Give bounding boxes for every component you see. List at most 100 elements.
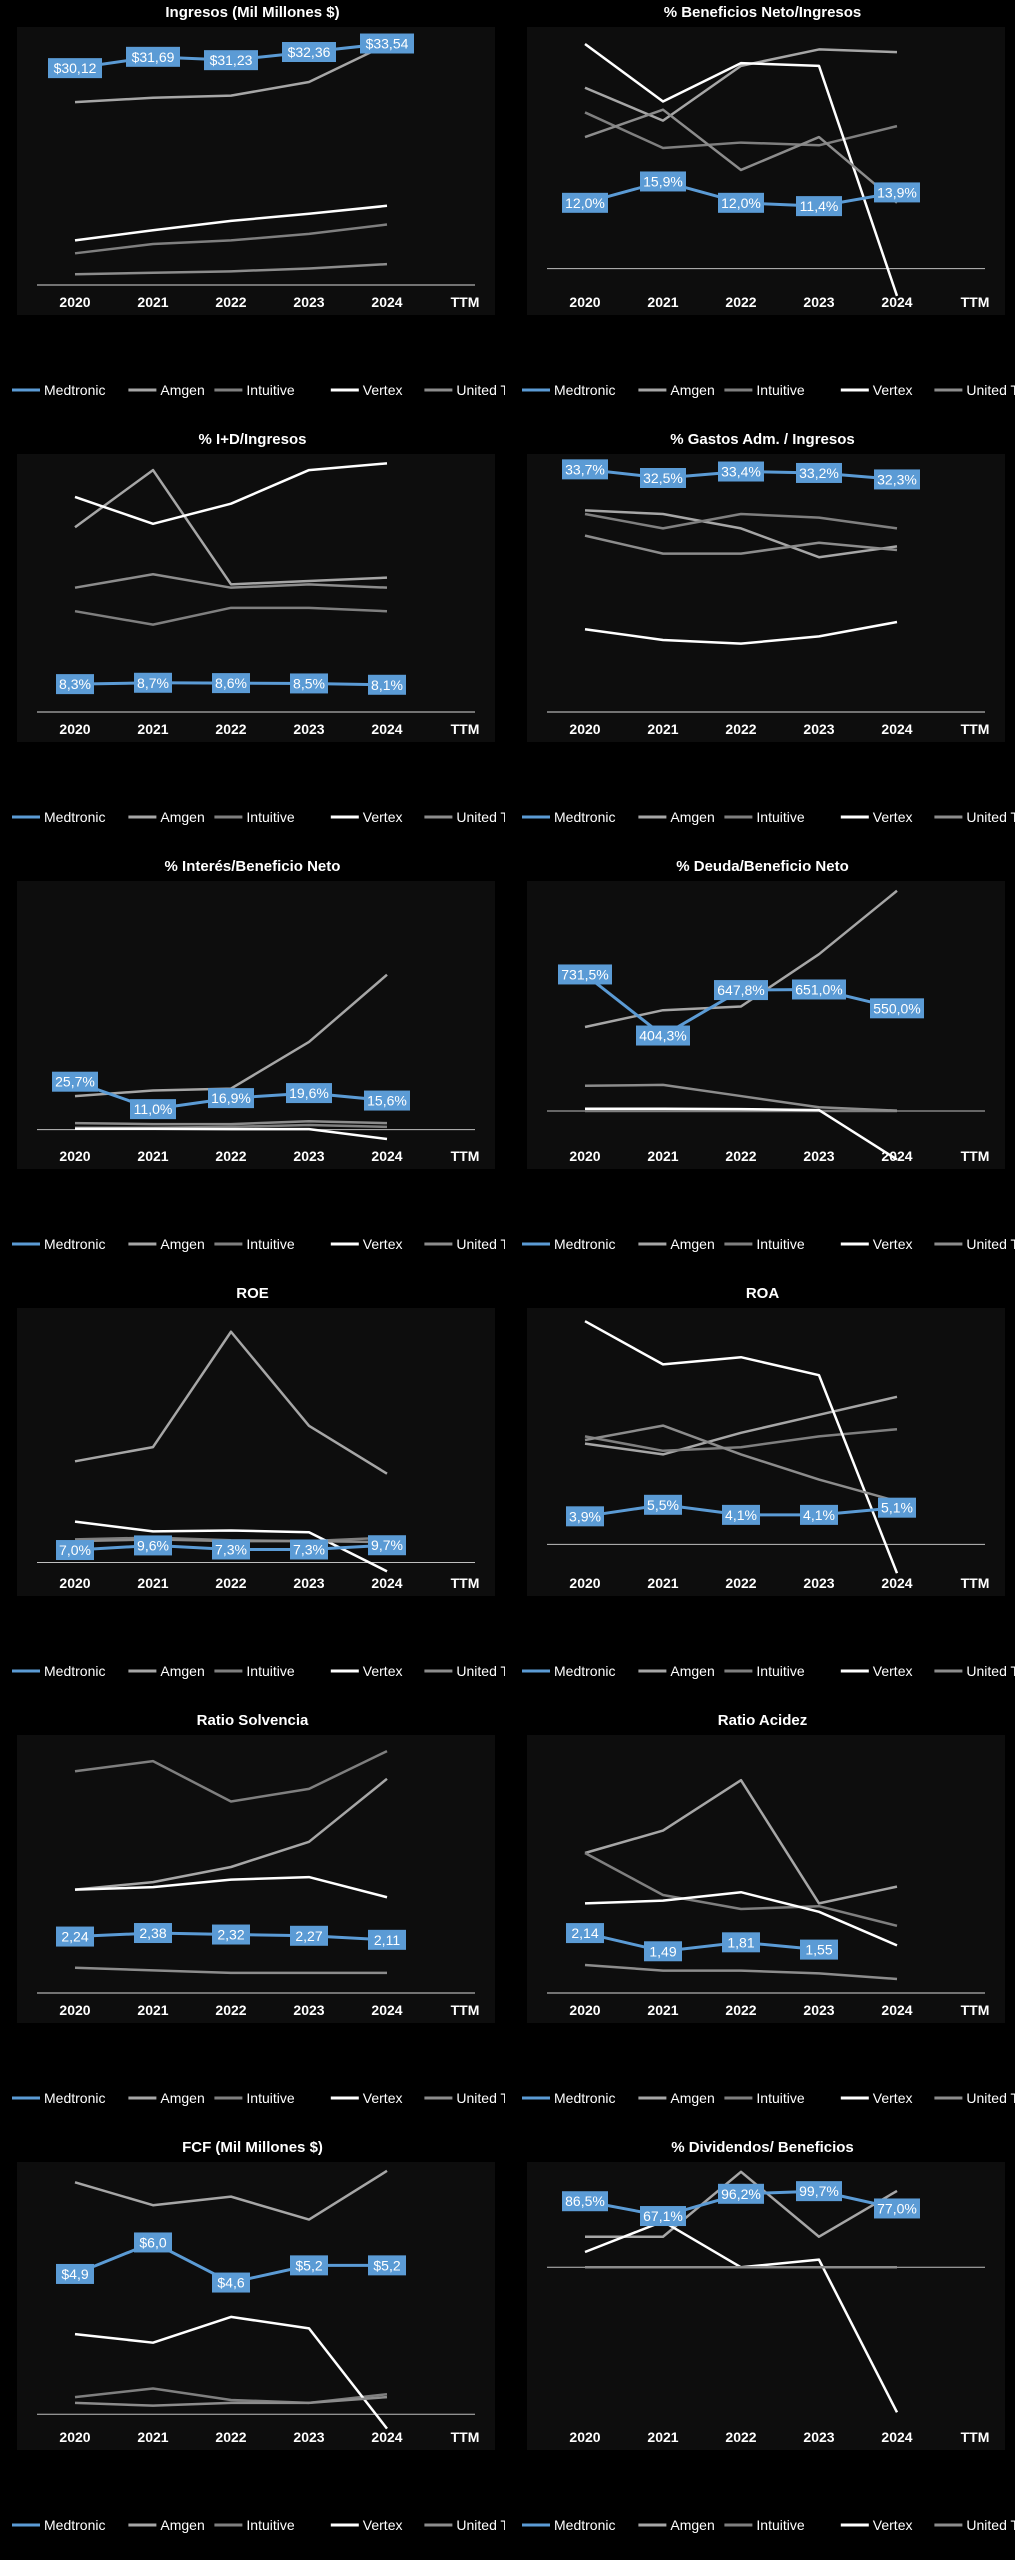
data-label: 8,5% [293, 675, 325, 691]
data-label-box [714, 980, 768, 1001]
chart-title: Ratio Solvencia [197, 1712, 309, 1729]
series-line-intuitive [584, 1427, 898, 1453]
data-label: $33,54 [366, 36, 409, 52]
x-tick-label: 2023 [293, 1575, 324, 1591]
x-tick-label: 2020 [569, 2429, 600, 2445]
legend-label: Vertex [873, 1236, 913, 1252]
legend-label: United T [456, 382, 505, 398]
data-label-box [566, 1506, 604, 1527]
x-tick-label: TTM [451, 294, 480, 310]
data-label: 3,9% [569, 1508, 601, 1524]
data-label-box [282, 42, 336, 63]
data-label-box [204, 50, 258, 71]
series-line-amgen [585, 2170, 898, 2238]
x-tick-label: 2021 [647, 1575, 678, 1591]
chart-title: Ingresos (Mil Millones $) [165, 4, 339, 21]
x-tick-label: 2023 [803, 1148, 834, 1164]
legend-label: Vertex [873, 1663, 913, 1679]
legend-label: United T [966, 1236, 1015, 1252]
data-label-box [212, 673, 250, 694]
x-tick-label: 2024 [371, 1148, 402, 1164]
chart-panel: % Beneficios Neto/Ingresos 2020 2021 2022 20… [510, 0, 1015, 425]
data-label: 4,1% [725, 1507, 757, 1523]
data-label: 7,3% [215, 1541, 247, 1557]
data-label-box [130, 1099, 176, 1120]
x-tick-label: TTM [451, 2429, 480, 2445]
chart-svg: % Beneficios Neto/Ingresos 2020 2021 2022 20… [522, 4, 1015, 398]
data-label: 15,6% [367, 1093, 407, 1109]
chart-title: % Gastos Adm. / Ingresos [670, 431, 855, 448]
data-label: 2,24 [61, 1929, 88, 1945]
chart-svg: ROE 2020 2021 2022 2023 2024 TTM 7,0% 9,6% 7,3% 7,… [12, 1285, 505, 1679]
series-line-united-t [74, 262, 388, 276]
chart-svg: % Gastos Adm. / Ingresos 2020 2021 2022 2023… [522, 431, 1015, 825]
data-label-box [134, 2232, 172, 2253]
x-tick-label: 2022 [215, 1575, 246, 1591]
x-tick-label: TTM [961, 2429, 990, 2445]
x-tick-label: 2023 [293, 1148, 324, 1164]
x-tick-label: 2020 [59, 1148, 90, 1164]
legend-label: United T [966, 809, 1015, 825]
x-tick-label: 2021 [647, 294, 678, 310]
data-label-box [368, 1929, 406, 1950]
legend-label: Amgen [160, 1236, 204, 1252]
data-label: $4,6 [217, 2275, 244, 2291]
legend-label: Medtronic [554, 2517, 615, 2533]
legend-label: Intuitive [246, 809, 294, 825]
data-label: 9,7% [371, 1537, 403, 1553]
x-tick-label: TTM [451, 1575, 480, 1591]
x-tick-label: 2020 [59, 2002, 90, 2018]
chart-panel: Ratio Solvencia 2020 2021 2022 2023 2024 TTM 2,… [0, 1708, 505, 2133]
plot-area [527, 1308, 1005, 1596]
data-label-box [718, 461, 764, 482]
data-label-box [134, 1923, 172, 1944]
data-label-box [52, 1071, 98, 1092]
data-label-box [796, 2181, 842, 2202]
data-label: 7,0% [59, 1542, 91, 1558]
data-label-box [134, 672, 172, 693]
series-line-amgen [74, 468, 388, 586]
chart-panel: Ratio Acidez 2020 2021 2022 2023 2024 TTM 2,14 1… [510, 1708, 1015, 2133]
chart-svg: % Dividendos/ Beneficios 2020 2021 2022 2023… [522, 2139, 1015, 2533]
x-tick-label: 2024 [371, 2002, 402, 2018]
legend-label: Amgen [160, 1663, 204, 1679]
legend-label: Intuitive [246, 2517, 294, 2533]
chart-svg: % I+D/Ingresos 2020 2021 2022 2023 2024 TTM 8,3… [12, 431, 505, 825]
data-label-box [364, 1090, 410, 1111]
data-label-box [566, 1923, 604, 1944]
data-label: 5,5% [647, 1497, 679, 1513]
data-label-box [126, 46, 180, 67]
x-tick-label: 2024 [371, 721, 402, 737]
series-line-united-t [584, 1083, 898, 1112]
series-line-vertex [74, 2315, 388, 2430]
chart-panel: FCF (Mil Millones $) 2020 2021 2022 2023 2024… [0, 2135, 505, 2560]
series-line-united-t [584, 108, 898, 204]
chart-title: % Interés/Beneficio Neto [165, 858, 341, 875]
x-tick-label: 2023 [803, 2002, 834, 2018]
data-label: 33,2% [799, 465, 839, 481]
data-label: $4,9 [61, 2266, 88, 2282]
data-label: 13,9% [877, 184, 917, 200]
legend-label: Medtronic [44, 2090, 105, 2106]
x-tick-label: 2020 [569, 2002, 600, 2018]
x-tick-label: 2024 [881, 721, 912, 737]
data-label: 2,11 [374, 1932, 400, 1948]
x-tick-label: 2023 [293, 294, 324, 310]
chart-title: ROA [746, 1285, 780, 1302]
x-tick-label: TTM [961, 721, 990, 737]
legend-label: United T [966, 2517, 1015, 2533]
legend-label: Vertex [873, 2517, 913, 2533]
legend-label: Amgen [670, 2517, 714, 2533]
x-tick-label: 2024 [881, 1148, 912, 1164]
chart-svg: Ratio Acidez 2020 2021 2022 2023 2024 TTM 2,14 1… [522, 1712, 1015, 2106]
legend-label: Medtronic [554, 1236, 615, 1252]
series-line-medtronic [584, 1931, 820, 1953]
series-line-intuitive [584, 1851, 898, 1928]
data-label: 1,81 [727, 1934, 754, 1950]
legend-label: Medtronic [44, 382, 105, 398]
data-label-box [722, 1504, 760, 1525]
series-line-amgen [584, 509, 898, 559]
legend-label: Intuitive [756, 1663, 804, 1679]
data-label: 15,9% [643, 173, 683, 189]
data-label: $5,2 [295, 2257, 322, 2273]
